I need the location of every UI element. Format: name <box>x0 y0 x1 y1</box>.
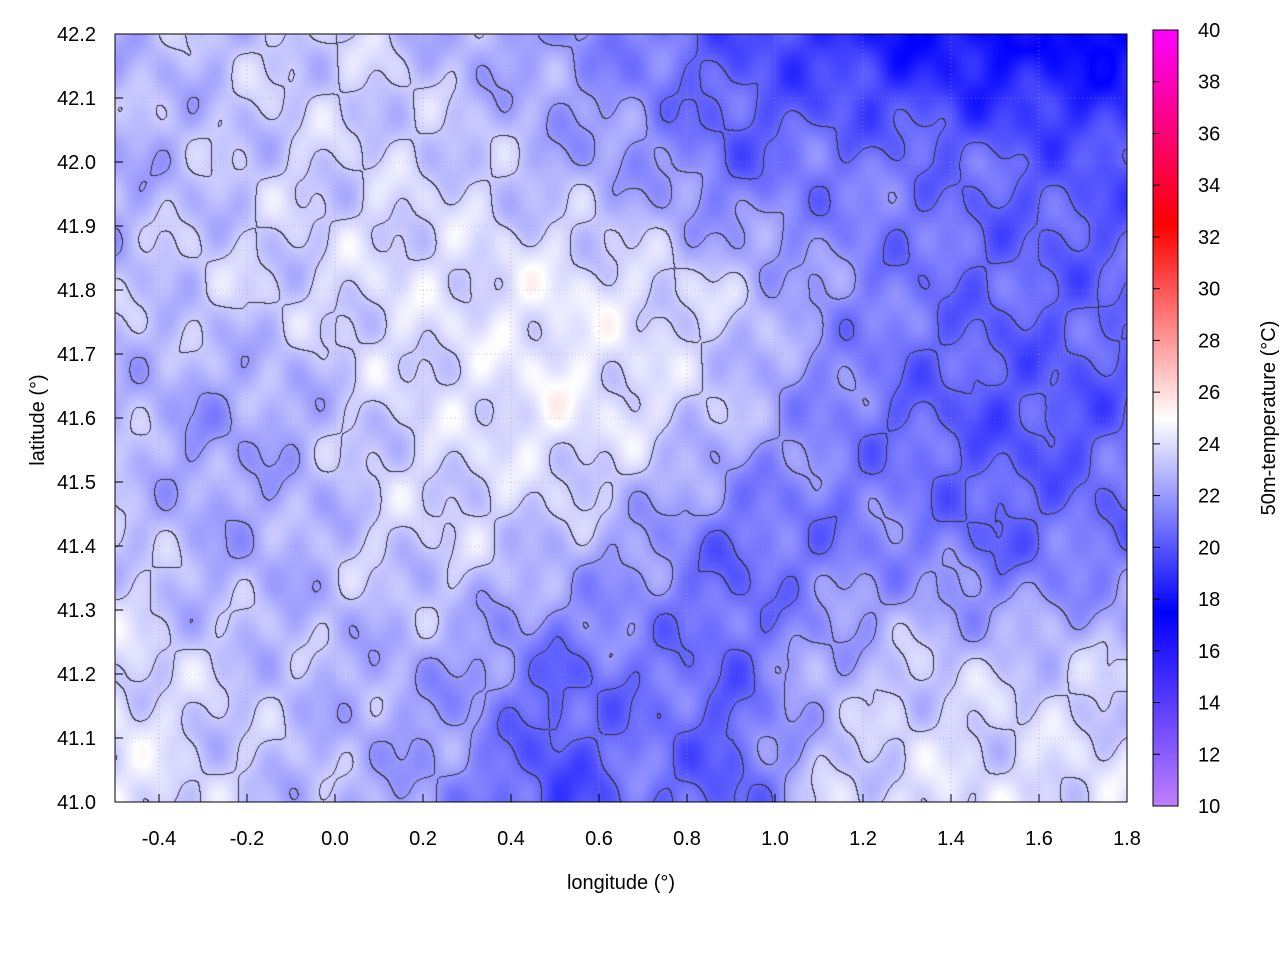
y-tick-label: 41.8 <box>57 280 96 302</box>
x-tick-label: 1.8 <box>1113 828 1141 850</box>
colorbar-tick-label: 18 <box>1198 589 1220 611</box>
y-tick-label: 41.6 <box>57 408 96 430</box>
x-axis-label: longitude (°) <box>567 872 675 894</box>
y-tick-label: 41.4 <box>57 536 96 558</box>
y-tick-label: 41.0 <box>57 792 96 814</box>
plot-frame <box>114 33 1128 803</box>
y-tick-label: 41.5 <box>57 472 96 494</box>
x-tick-label: 0.0 <box>321 828 349 850</box>
x-tick-label: 1.4 <box>937 828 965 850</box>
colorbar-tick-label: 32 <box>1198 227 1220 249</box>
colorbar-tick-label: 38 <box>1198 72 1220 94</box>
x-tick-label: 0.2 <box>409 828 437 850</box>
colorbar-frame <box>1152 29 1179 807</box>
colorbar-tick-label: 34 <box>1198 175 1220 197</box>
x-tick-label: 1.2 <box>849 828 877 850</box>
colorbar-tick-label: 40 <box>1198 20 1220 42</box>
colorbar-tick-label: 20 <box>1198 537 1220 559</box>
colorbar-tick-label: 14 <box>1198 693 1220 715</box>
colorbar-label: 50m-temperature (°C) <box>1258 321 1280 516</box>
colorbar-tick-label: 22 <box>1198 486 1220 508</box>
y-axis-label: latitude (°) <box>27 374 49 465</box>
x-tick-label: -0.4 <box>142 828 176 850</box>
colorbar-tick-label: 30 <box>1198 279 1220 301</box>
colorbar-tick-label: 26 <box>1198 382 1220 404</box>
x-tick-label: -0.2 <box>230 828 264 850</box>
x-tick-label: 0.8 <box>673 828 701 850</box>
x-tick-label: 0.4 <box>497 828 525 850</box>
colorbar-tick-label: 36 <box>1198 123 1220 145</box>
x-tick-label: 0.6 <box>585 828 613 850</box>
colorbar-tick-label: 28 <box>1198 330 1220 352</box>
colorbar-tick-label: 10 <box>1198 796 1220 818</box>
y-tick-label: 41.1 <box>57 728 96 750</box>
y-tick-label: 42.0 <box>57 152 96 174</box>
colorbar <box>1153 30 1178 806</box>
y-tick-label: 42.1 <box>57 88 96 110</box>
y-tick-label: 41.3 <box>57 600 96 622</box>
colorbar-tick-label: 24 <box>1198 434 1220 456</box>
colorbar-tick-label: 12 <box>1198 744 1220 766</box>
y-tick-label: 42.2 <box>57 24 96 46</box>
y-tick-label: 41.2 <box>57 664 96 686</box>
x-tick-label: 1.0 <box>761 828 789 850</box>
y-tick-label: 41.9 <box>57 216 96 238</box>
colorbar-tick-label: 16 <box>1198 641 1220 663</box>
y-tick-label: 41.7 <box>57 344 96 366</box>
x-tick-label: 1.6 <box>1025 828 1053 850</box>
